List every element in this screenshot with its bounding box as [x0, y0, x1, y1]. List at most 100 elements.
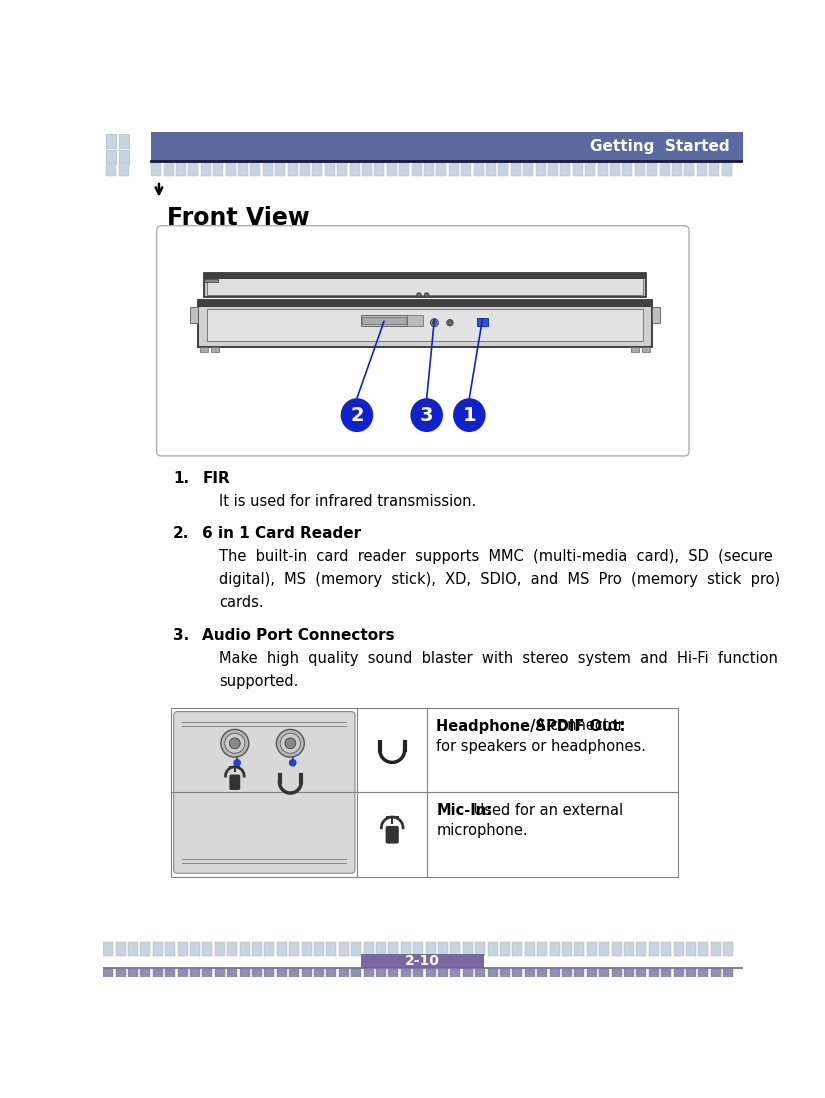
Text: Front View: Front View	[167, 206, 309, 229]
Text: FIR: FIR	[202, 471, 230, 485]
Bar	[511, 163, 521, 177]
Bar	[172, 708, 678, 877]
Bar	[647, 163, 658, 177]
Bar	[116, 968, 125, 983]
Bar	[188, 163, 199, 177]
Circle shape	[233, 759, 241, 766]
Bar	[549, 968, 559, 983]
Bar	[327, 968, 337, 983]
Bar	[461, 163, 471, 177]
Text: 2-10: 2-10	[405, 954, 441, 968]
Bar	[500, 968, 510, 983]
Bar	[213, 163, 224, 177]
Bar	[426, 942, 436, 955]
Text: It is used for infrared transmission.: It is used for infrared transmission.	[219, 494, 477, 508]
Bar	[128, 968, 138, 983]
Bar	[250, 163, 261, 177]
Bar	[361, 954, 484, 968]
Circle shape	[224, 733, 245, 753]
Bar	[673, 942, 684, 955]
Bar	[525, 942, 535, 955]
Text: digital),  MS  (memory  stick),  XD,  SDIO,  and  MS  Pro  (memory  stick  pro): digital), MS (memory stick), XD, SDIO, a…	[219, 572, 780, 587]
Bar	[389, 942, 398, 955]
Bar	[475, 942, 485, 955]
Bar	[686, 968, 696, 983]
Bar	[239, 968, 250, 983]
Bar	[525, 968, 535, 983]
Bar	[239, 942, 250, 955]
Bar	[401, 968, 411, 983]
Text: The  built-in  card  reader  supports  MMC  (multi-media  card),  SD  (secure: The built-in card reader supports MMC (m…	[219, 549, 773, 564]
Bar	[116, 942, 125, 955]
Text: Used for an external: Used for an external	[469, 804, 624, 818]
Text: Make  high  quality  sound  blaster  with  stereo  system  and  Hi-Fi  function: Make high quality sound blaster with ste…	[219, 651, 778, 665]
Bar	[362, 316, 406, 324]
Circle shape	[447, 320, 453, 326]
Bar	[288, 163, 298, 177]
Bar	[106, 150, 116, 164]
Circle shape	[448, 321, 452, 325]
Bar	[151, 163, 161, 177]
Bar	[376, 968, 386, 983]
Ellipse shape	[453, 399, 486, 432]
Bar	[325, 163, 335, 177]
Bar	[225, 163, 236, 177]
Bar	[190, 968, 200, 983]
Bar	[264, 968, 275, 983]
Bar	[548, 163, 558, 177]
Bar	[634, 163, 645, 177]
Text: 1: 1	[463, 405, 476, 425]
Text: 3.: 3.	[173, 628, 189, 642]
Bar	[190, 307, 198, 323]
Bar	[176, 163, 186, 177]
Ellipse shape	[410, 399, 443, 432]
Bar	[364, 942, 374, 955]
Bar	[190, 942, 200, 955]
Bar	[399, 163, 409, 177]
Bar	[698, 968, 709, 983]
Text: for speakers or headphones.: for speakers or headphones.	[436, 739, 646, 753]
Bar	[488, 942, 497, 955]
Bar	[512, 942, 522, 955]
Bar	[450, 968, 460, 983]
Ellipse shape	[341, 399, 373, 432]
Text: microphone.: microphone.	[436, 824, 528, 838]
Bar	[463, 968, 473, 983]
Bar	[252, 968, 262, 983]
Bar	[276, 163, 285, 177]
Bar	[106, 163, 116, 177]
Bar	[624, 942, 634, 955]
Bar	[276, 968, 287, 983]
Bar	[177, 968, 187, 983]
Bar	[163, 163, 173, 177]
Text: 6 in 1 Card Reader: 6 in 1 Card Reader	[202, 526, 361, 541]
Circle shape	[280, 733, 300, 753]
Bar	[611, 942, 621, 955]
Bar	[436, 163, 446, 177]
Bar	[119, 134, 129, 148]
Text: cards.: cards.	[219, 595, 264, 610]
Bar	[648, 942, 659, 955]
Bar	[177, 942, 187, 955]
Bar	[238, 163, 248, 177]
Bar	[351, 942, 361, 955]
Bar	[724, 942, 733, 955]
Text: A connector: A connector	[531, 718, 624, 733]
Bar	[252, 942, 262, 955]
Bar	[327, 942, 337, 955]
Bar	[587, 968, 596, 983]
Bar	[549, 942, 559, 955]
Bar	[498, 163, 508, 177]
Bar	[151, 132, 743, 161]
Bar	[562, 942, 572, 955]
Bar	[611, 968, 621, 983]
Bar	[202, 968, 212, 983]
Bar	[724, 968, 733, 983]
Bar	[200, 347, 208, 352]
Bar	[697, 163, 707, 177]
Bar	[622, 163, 633, 177]
Bar	[486, 163, 496, 177]
Bar	[438, 968, 448, 983]
Bar	[659, 163, 670, 177]
Bar	[313, 163, 323, 177]
